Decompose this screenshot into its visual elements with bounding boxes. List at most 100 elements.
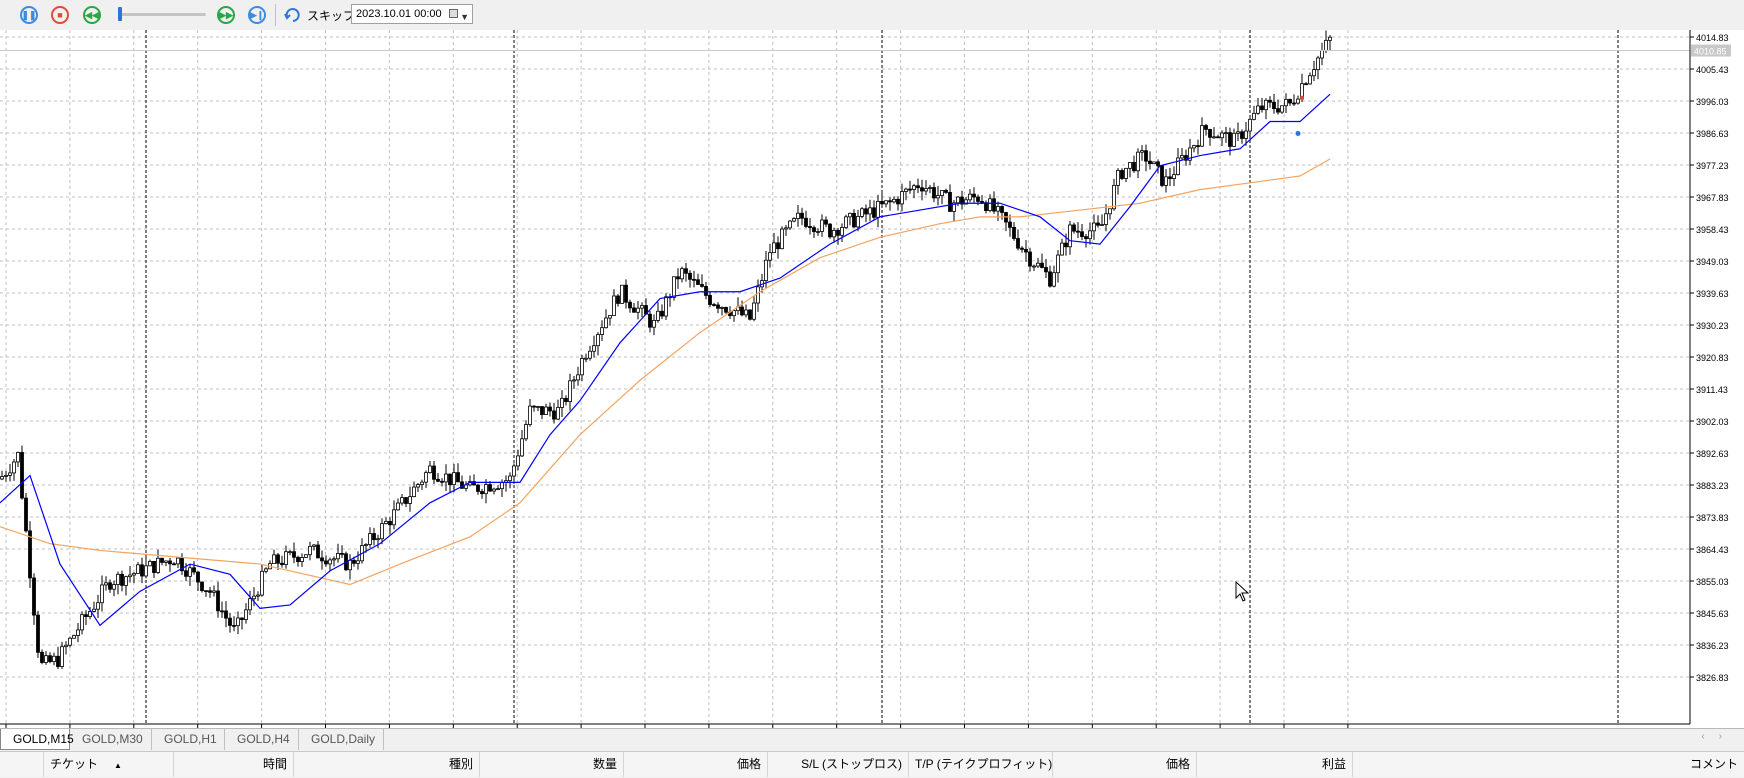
fast-forward-button[interactable]: ▶▶ (217, 6, 235, 24)
candle-body (408, 496, 412, 504)
candle-body (456, 472, 460, 483)
speed-slider-thumb[interactable] (118, 7, 122, 21)
candle-body (284, 551, 288, 565)
candle-body (536, 406, 540, 408)
candle-body (1120, 170, 1124, 179)
tab-gold-m30[interactable]: GOLD,M30 (70, 729, 152, 750)
tab-scroll-arrows[interactable]: ‹› (1701, 731, 1736, 742)
rewind-button[interactable]: ◀◀ (83, 6, 101, 24)
candle-body (868, 207, 872, 215)
price-axis-label: 4005.43 (1696, 65, 1729, 75)
candle-body (1248, 118, 1252, 132)
candle-body (0, 476, 4, 480)
col-profit[interactable]: 利益 (1197, 752, 1353, 777)
col-time[interactable]: 時間 (174, 752, 294, 777)
candle-body (524, 424, 528, 440)
candle-body (828, 223, 832, 238)
candle-body (996, 206, 1000, 212)
col-volume[interactable]: 数量 (480, 752, 624, 777)
chevron-down-icon[interactable]: ▼ (460, 12, 469, 22)
tab-gold-h1[interactable]: GOLD,H1 (152, 729, 225, 750)
calendar-icon[interactable] (449, 9, 458, 18)
candle-body (748, 309, 752, 320)
candle-body (1200, 125, 1204, 147)
candle-body (520, 438, 524, 457)
col-tp[interactable]: T/P (テイクプロフィット) (909, 752, 1053, 777)
candle-body (528, 405, 532, 425)
candle-body (824, 219, 828, 225)
col-ticket-label: チケット (50, 757, 99, 771)
candle-body (196, 571, 200, 583)
candle-body (632, 307, 636, 313)
skip-label[interactable]: スキップ (307, 9, 356, 23)
step-forward-button[interactable]: ▶❙ (248, 6, 266, 24)
pause-button[interactable]: ❚❚ (20, 6, 38, 24)
candle-body (936, 195, 940, 199)
price-axis-label: 3920.83 (1696, 353, 1729, 363)
candle-body (864, 208, 868, 215)
price-axis-label: 3855.03 (1696, 577, 1729, 587)
col-price2[interactable]: 価格 (1053, 752, 1197, 777)
candle-body (472, 481, 476, 486)
candle-body (500, 482, 504, 490)
candle-body (1292, 102, 1296, 105)
candle-body (1324, 39, 1328, 51)
candle-body (416, 484, 420, 488)
candle-body (136, 564, 140, 574)
price-axis-label: 3864.43 (1696, 545, 1729, 555)
candle-body (780, 228, 784, 250)
candle-body (248, 598, 252, 611)
tab-gold-h4[interactable]: GOLD,H4 (225, 729, 299, 750)
candle-body (1176, 157, 1180, 176)
candle-body (600, 327, 604, 335)
candle-body (72, 635, 76, 639)
candle-body (280, 562, 284, 565)
candle-body (580, 358, 584, 376)
candle-body (496, 488, 500, 491)
candle-body (540, 406, 544, 415)
candle-body (1148, 160, 1152, 165)
candle-body (840, 227, 844, 236)
tab-gold-m15[interactable]: GOLD,M15 (0, 729, 74, 750)
candle-body (1140, 150, 1144, 153)
candle-body (1092, 222, 1096, 232)
col-price[interactable]: 価格 (624, 752, 768, 777)
candle-body (124, 576, 128, 586)
col-ticket[interactable]: チケット ▲ (44, 752, 174, 777)
candle-body (1304, 83, 1308, 86)
candle-body (812, 227, 816, 233)
candle-body (1124, 167, 1128, 179)
candle-body (1016, 238, 1020, 249)
candle-body (508, 475, 512, 482)
col-comment[interactable]: コメント (1689, 757, 1738, 771)
candle-body (1268, 99, 1272, 103)
candle-body (308, 545, 312, 556)
skip-icon[interactable] (284, 6, 302, 24)
col-sl[interactable]: S/L (ストップロス) (768, 752, 909, 777)
candle-body (424, 472, 428, 483)
candle-body (272, 554, 276, 565)
price-axis-label: 3986.63 (1696, 129, 1729, 139)
candle-body (1280, 105, 1284, 113)
col-spacer (0, 752, 44, 777)
candle-body (636, 307, 640, 313)
candle-body (992, 198, 996, 212)
candle-body (116, 573, 120, 585)
col-type[interactable]: 種別 (294, 752, 480, 777)
candle-body (1212, 136, 1216, 139)
candle-body (756, 286, 760, 304)
speed-slider-track[interactable] (118, 13, 206, 16)
candle-body (436, 478, 440, 482)
candle-body (104, 582, 108, 586)
candle-body (1260, 105, 1264, 111)
chart-canvas[interactable]: 4014.83 4005.43 3996.03 3986.63 3977.23 3967.… (0, 30, 1744, 728)
skip-date-input[interactable]: 2023.10.01 00:00 ▼ (351, 4, 473, 24)
candle-body (616, 295, 620, 304)
tab-gold-daily[interactable]: GOLD,Daily (299, 729, 384, 750)
price-chart[interactable]: 4014.83 4005.43 3996.03 3986.63 3977.23 3967.… (0, 30, 1744, 728)
candle-body (328, 559, 332, 565)
stop-button[interactable]: ■ (51, 6, 69, 24)
candle-body (732, 310, 736, 317)
trade-entry-marker (1295, 130, 1301, 136)
candle-body (1244, 130, 1248, 139)
